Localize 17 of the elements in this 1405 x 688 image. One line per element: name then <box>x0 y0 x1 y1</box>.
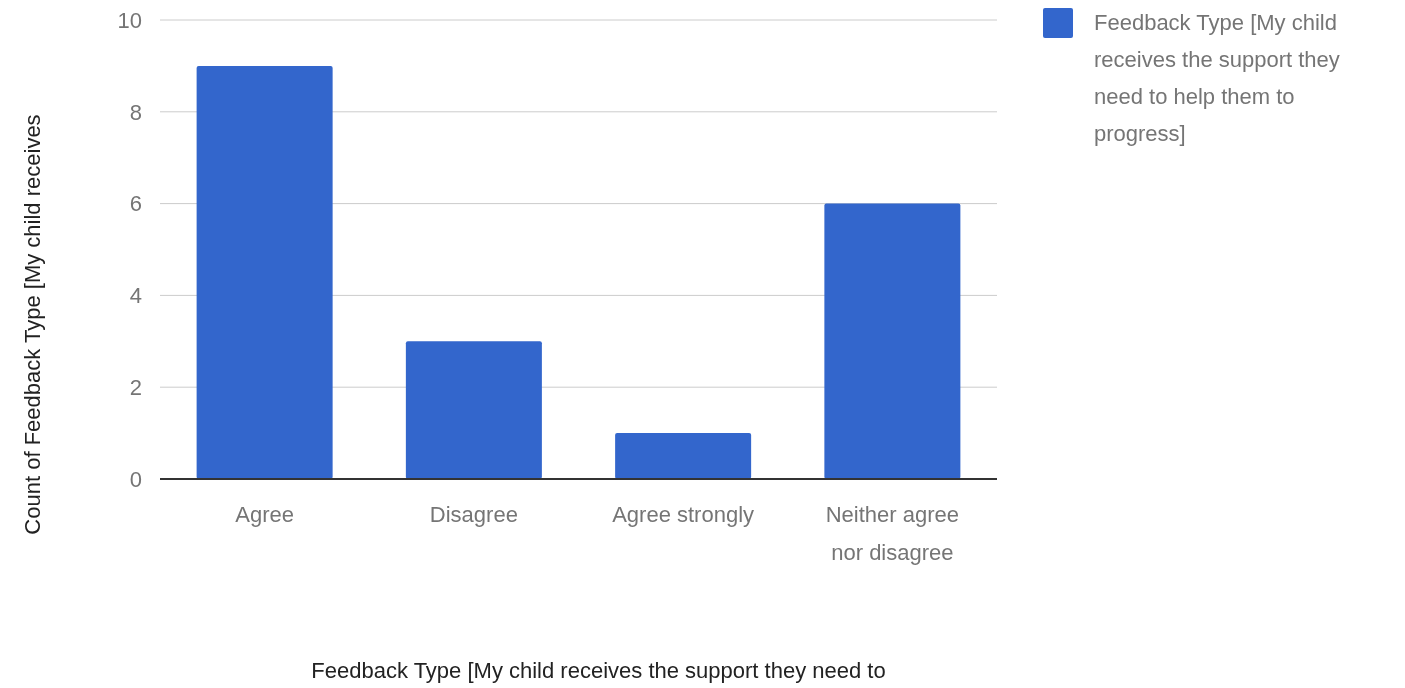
legend-label: Feedback Type [My child receives the support they need to help them to progress] <box>1094 10 1340 146</box>
x-tick-label: Neither agree nor disagree <box>825 502 960 565</box>
y-axis-title: Count of Feedback Type [My child receives <box>20 114 45 535</box>
x-tick-label: Disagree <box>429 502 518 527</box>
y-tick-label: 6 <box>129 191 142 217</box>
x-tick-label: Agree <box>235 502 294 527</box>
x-tick-label: Agree strongly <box>612 502 755 527</box>
bar <box>615 433 752 479</box>
y-tick-label: 8 <box>129 99 142 125</box>
y-tick-label: 4 <box>129 283 142 309</box>
y-tick-label: 0 <box>129 466 142 492</box>
bar <box>405 341 542 479</box>
bar <box>196 65 333 479</box>
y-tick-label: 10 <box>117 7 142 33</box>
x-axis-title: Feedback Type [My child receives the support they need to <box>311 658 886 683</box>
bar <box>824 203 961 479</box>
y-tick-label: 2 <box>129 374 142 400</box>
